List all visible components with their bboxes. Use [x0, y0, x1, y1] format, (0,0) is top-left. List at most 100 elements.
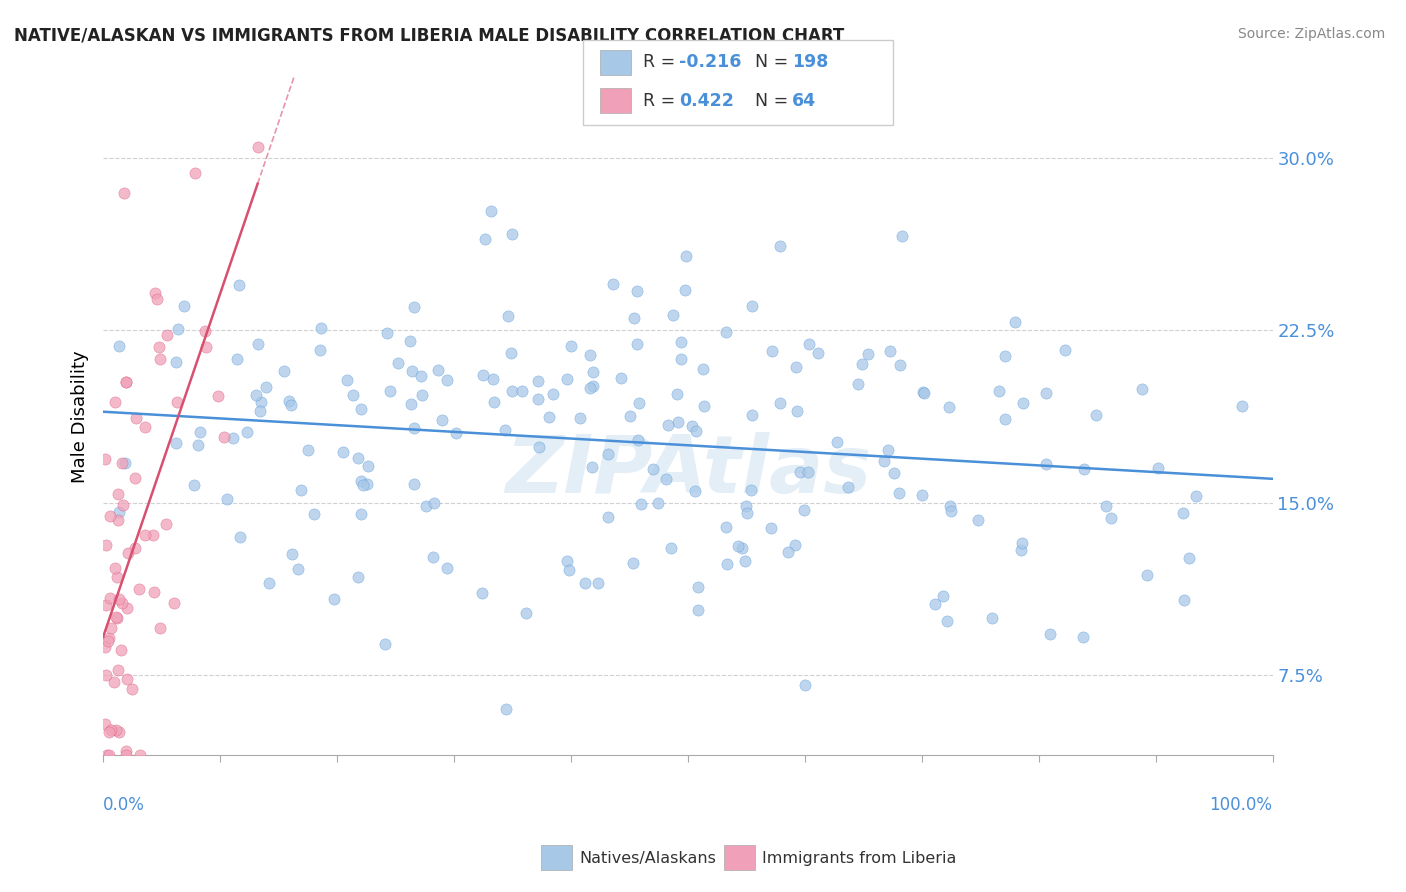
Point	[187, 438, 209, 452]
Point	[432, 413, 454, 427]
Point	[128, 748, 150, 763]
Point	[912, 385, 935, 400]
Point	[236, 425, 259, 439]
Point	[402, 421, 425, 435]
Point	[1039, 627, 1062, 641]
Point	[156, 328, 179, 343]
Point	[222, 431, 245, 445]
Point	[769, 239, 792, 253]
Point	[501, 384, 523, 398]
Point	[568, 411, 591, 425]
Point	[105, 610, 128, 624]
Point	[117, 546, 139, 560]
Point	[669, 334, 692, 349]
Point	[510, 384, 533, 398]
Point	[482, 372, 505, 386]
Point	[673, 283, 696, 297]
Point	[323, 592, 346, 607]
Point	[924, 598, 946, 612]
Point	[249, 395, 271, 409]
Point	[112, 186, 135, 200]
Text: 0.422: 0.422	[679, 92, 734, 110]
Point	[1178, 550, 1201, 565]
Point	[837, 480, 859, 494]
Point	[685, 424, 707, 438]
Point	[647, 496, 669, 510]
Point	[411, 387, 433, 401]
Point	[352, 478, 374, 492]
Point	[883, 467, 905, 481]
Point	[686, 580, 709, 594]
Point	[966, 513, 988, 527]
Point	[692, 399, 714, 413]
Point	[911, 488, 934, 502]
Point	[807, 346, 830, 360]
Point	[537, 410, 560, 425]
Point	[94, 538, 117, 552]
Point	[669, 351, 692, 366]
Point	[94, 668, 117, 682]
Point	[579, 348, 602, 362]
Point	[427, 363, 450, 377]
Point	[582, 366, 605, 380]
Point	[110, 642, 132, 657]
Point	[582, 378, 605, 392]
Point	[190, 425, 212, 439]
Text: NATIVE/ALASKAN VS IMMIGRANTS FROM LIBERIA MALE DISABILITY CORRELATION CHART: NATIVE/ALASKAN VS IMMIGRANTS FROM LIBERI…	[14, 27, 845, 45]
Point	[887, 486, 910, 500]
Point	[277, 394, 299, 409]
Point	[494, 423, 516, 437]
Point	[581, 460, 603, 475]
Point	[134, 528, 156, 542]
Point	[761, 343, 783, 358]
Point	[692, 361, 714, 376]
Text: N =: N =	[755, 54, 794, 71]
Point	[1099, 510, 1122, 524]
Point	[165, 436, 187, 450]
Point	[981, 611, 1004, 625]
Point	[436, 561, 458, 575]
Point	[630, 497, 652, 511]
Point	[94, 452, 117, 467]
Point	[415, 499, 437, 513]
Point	[557, 372, 579, 386]
Point	[124, 471, 146, 485]
Point	[1136, 568, 1159, 582]
Point	[387, 356, 409, 370]
Point	[1146, 461, 1168, 475]
Point	[97, 634, 120, 648]
Point	[167, 321, 190, 335]
Point	[495, 702, 517, 716]
Text: R =: R =	[643, 54, 681, 71]
Point	[98, 632, 121, 646]
Point	[378, 384, 401, 399]
Point	[149, 351, 172, 366]
Point	[108, 505, 131, 519]
Point	[149, 621, 172, 635]
Point	[740, 483, 762, 497]
Point	[115, 673, 138, 687]
Point	[579, 381, 602, 395]
Point	[498, 309, 520, 323]
Point	[776, 545, 799, 559]
Point	[404, 477, 426, 491]
Point	[108, 724, 131, 739]
Point	[681, 419, 703, 434]
Point	[541, 387, 564, 401]
Point	[623, 310, 645, 325]
Text: Natives/Alaskans: Natives/Alaskans	[579, 851, 716, 865]
Point	[350, 402, 373, 417]
Point	[148, 340, 170, 354]
Point	[215, 491, 238, 506]
Point	[879, 344, 901, 359]
Point	[659, 541, 682, 556]
Point	[346, 570, 368, 584]
Point	[796, 465, 818, 479]
Point	[586, 576, 609, 591]
Point	[166, 394, 188, 409]
Point	[626, 337, 648, 351]
Point	[374, 637, 396, 651]
Point	[785, 538, 807, 552]
Point	[1011, 536, 1033, 550]
Point	[889, 358, 911, 372]
